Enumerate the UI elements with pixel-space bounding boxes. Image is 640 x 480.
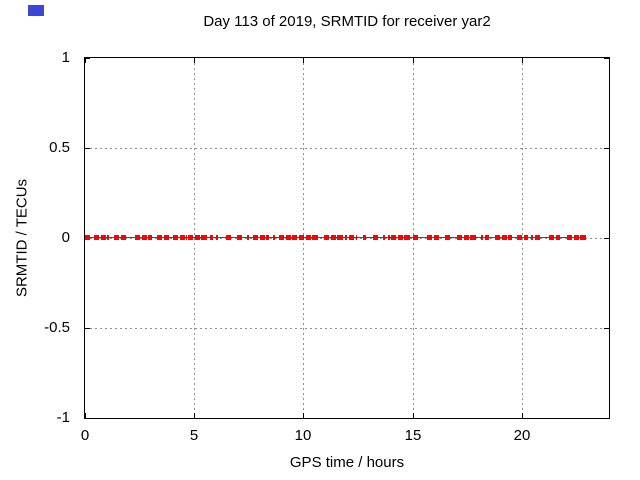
y-tick-label: 0.5 [49,139,70,156]
x-axis-tick [303,58,304,63]
data-point-segment [345,235,347,240]
x-tick-label: 20 [513,427,531,444]
x-axis-label: GPS time / hours [289,454,405,471]
y-axis-tick [85,418,90,419]
data-point-segment [445,235,452,240]
data-point-segment [247,235,249,240]
data-point-segment [481,235,483,240]
data-point-segment [94,235,109,240]
data-point-segment [535,235,541,240]
data-point-segment [216,235,218,240]
x-axis-tick [194,413,195,418]
x-axis-tick [85,58,86,63]
data-point-segment [457,235,478,240]
data-point-segment [324,235,343,240]
data-point-segment [173,235,187,240]
gridline-horizontal [85,148,609,149]
data-point-segment [157,235,169,240]
data-point-segment [427,235,440,240]
y-axis-tick [604,148,609,149]
x-axis-tick [85,413,86,418]
x-axis-tick [522,413,523,418]
x-tick-label: 15 [404,427,422,444]
y-tick-label: 1 [61,49,70,66]
data-point-segment [363,235,366,240]
y-axis-tick [604,238,609,239]
x-tick-label: 10 [294,427,312,444]
x-tick-label: 0 [80,427,90,444]
blue-square-marker [28,5,44,16]
data-point-segment [495,235,512,240]
y-tick-label: -0.5 [44,319,70,336]
data-point-segment [135,235,152,240]
y-axis-tick [85,58,90,59]
data-point-segment [273,235,275,240]
chart-title: Day 113 of 2019, SRMTID for receiver yar… [203,13,491,30]
x-tick-label: 5 [189,427,199,444]
gridline-horizontal [85,238,609,239]
data-point-segment [253,235,269,240]
x-axis-tick [303,413,304,418]
data-point-segment [388,235,390,240]
gridline-horizontal [85,328,609,329]
data-point-segment [237,235,243,240]
data-point-segment [226,235,233,240]
y-axis-tick [604,58,609,59]
data-point-segment [85,235,92,240]
y-tick-label: -1 [56,409,70,426]
data-point-segment [531,235,533,240]
y-axis-tick [604,328,609,329]
data-point-segment [485,235,489,240]
data-point-segment [373,235,380,240]
y-axis-tick [85,328,90,329]
x-axis-tick [413,413,414,418]
data-point-segment [188,235,213,240]
data-point-segment [549,235,560,240]
data-point-segment [391,235,420,240]
data-point-segment [279,235,297,240]
y-tick-label: 0 [61,229,70,246]
data-point-segment [567,235,586,240]
data-point-segment [114,235,127,240]
y-axis-tick [604,418,609,419]
data-point-segment [517,235,528,240]
data-point-segment [299,235,319,240]
data-point-segment [349,235,357,240]
data-point-segment [383,235,385,240]
plot-area [84,57,610,419]
y-axis-tick [85,148,90,149]
x-axis-tick [194,58,195,63]
x-axis-tick [522,58,523,63]
x-axis-tick [413,58,414,63]
